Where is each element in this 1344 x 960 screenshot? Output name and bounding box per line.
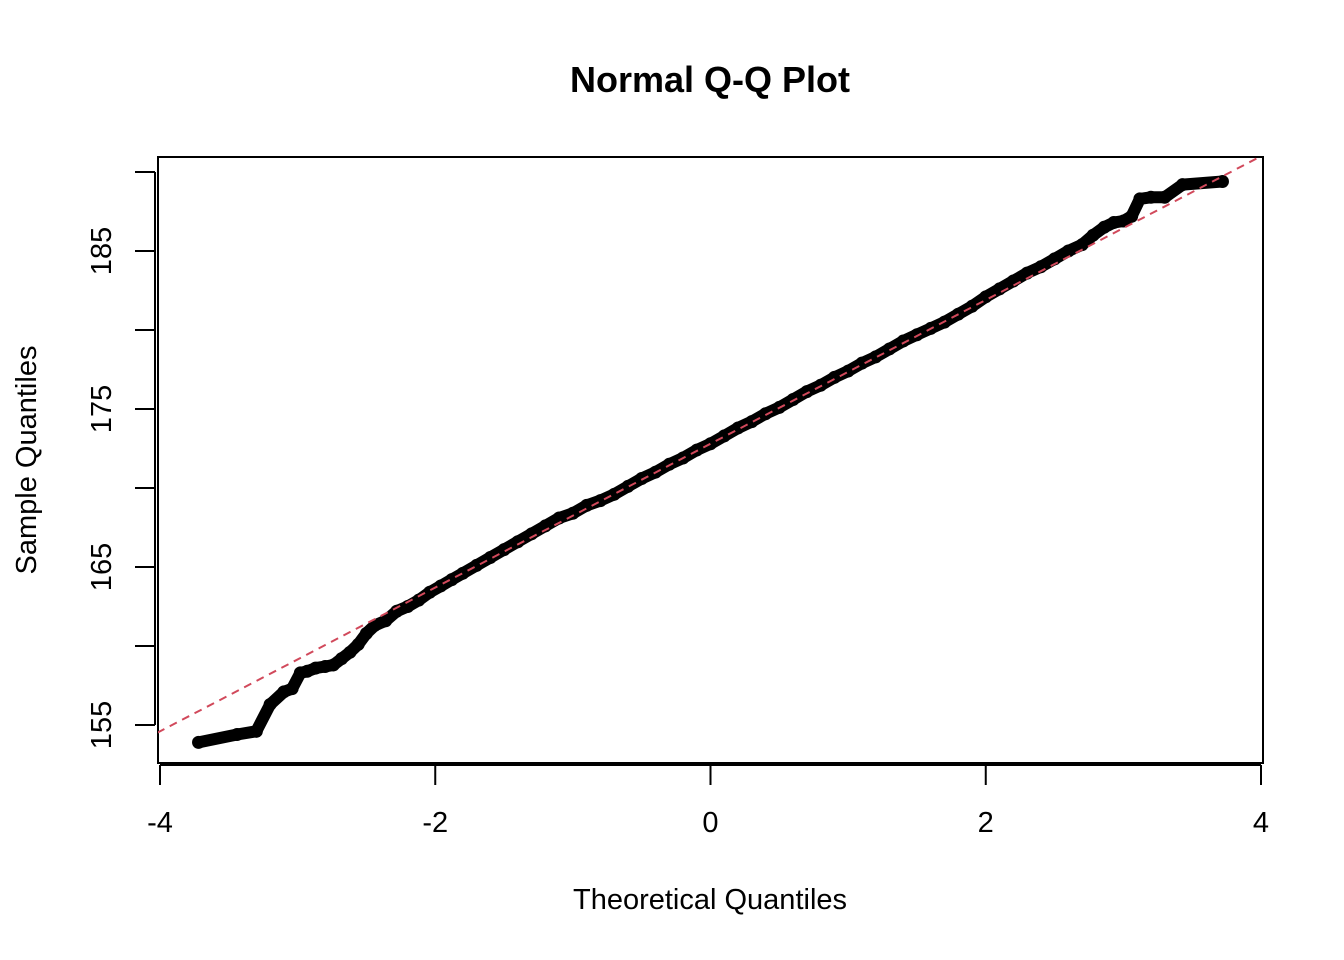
data-point [511,535,525,549]
data-point [497,543,511,557]
data-point [1075,238,1089,252]
data-point [379,614,393,628]
x-tick-label: 2 [978,807,994,839]
y-tick-label: 165 [86,543,118,591]
y-tick-label: 185 [86,227,118,275]
data-point [1144,190,1158,204]
data-point [607,487,621,501]
x-axis-label: Theoretical Quantiles [573,884,847,916]
data-point [1158,190,1172,204]
data-point [249,724,263,738]
data-point [351,637,365,651]
data-point [717,429,731,443]
data-point [1006,274,1020,288]
data-point [230,727,244,741]
data-point [309,661,323,675]
data-point [456,566,470,580]
plot-area [158,157,1262,749]
data-point [525,527,539,541]
data-point [1176,178,1190,192]
data-point [993,282,1007,296]
data-point [263,697,277,711]
data-point [192,735,206,749]
data-point [593,494,607,508]
data-point [896,334,910,348]
y-axis: 155 165 175 185 [86,171,156,749]
data-point [412,593,426,607]
data-point [869,350,883,364]
x-tick-label: -2 [422,807,448,839]
data-point [635,472,649,486]
data-point [445,573,459,587]
data-point [368,618,382,632]
data-point [910,328,924,342]
reference-line [158,157,1262,734]
chart-title: Normal Q-Q Plot [570,59,850,100]
data-point [1107,216,1121,230]
data-point [1125,209,1139,223]
data-point [1097,220,1111,234]
data-point [704,437,717,451]
data-point [1086,228,1100,242]
data-point [979,290,993,304]
data-point [359,626,373,640]
data-point [552,511,566,525]
data-point [401,600,415,613]
data-point [1048,252,1062,266]
data-point [965,299,979,313]
x-axis: -4 -2 0 2 4 [147,764,1269,839]
data-point [390,604,404,618]
x-tick-label: -4 [147,807,173,839]
data-point [1061,244,1075,258]
data-point [470,558,484,572]
data-point [759,407,773,421]
data-point [343,645,357,659]
data-point [580,498,594,512]
y-tick-label: 175 [86,385,118,433]
data-point [841,364,855,378]
plot-frame [157,156,1264,764]
data-point [1215,174,1229,188]
data-point [745,415,759,429]
data-point [285,682,299,696]
data-point [621,479,635,493]
data-point [1133,192,1147,206]
y-axis-label: Sample Quantiles [11,346,43,575]
y-tick-label: 155 [86,701,118,749]
x-tick-label: 0 [702,807,718,839]
data-point [882,342,896,356]
x-tick-label: 4 [1253,807,1269,839]
data-point [800,385,814,399]
